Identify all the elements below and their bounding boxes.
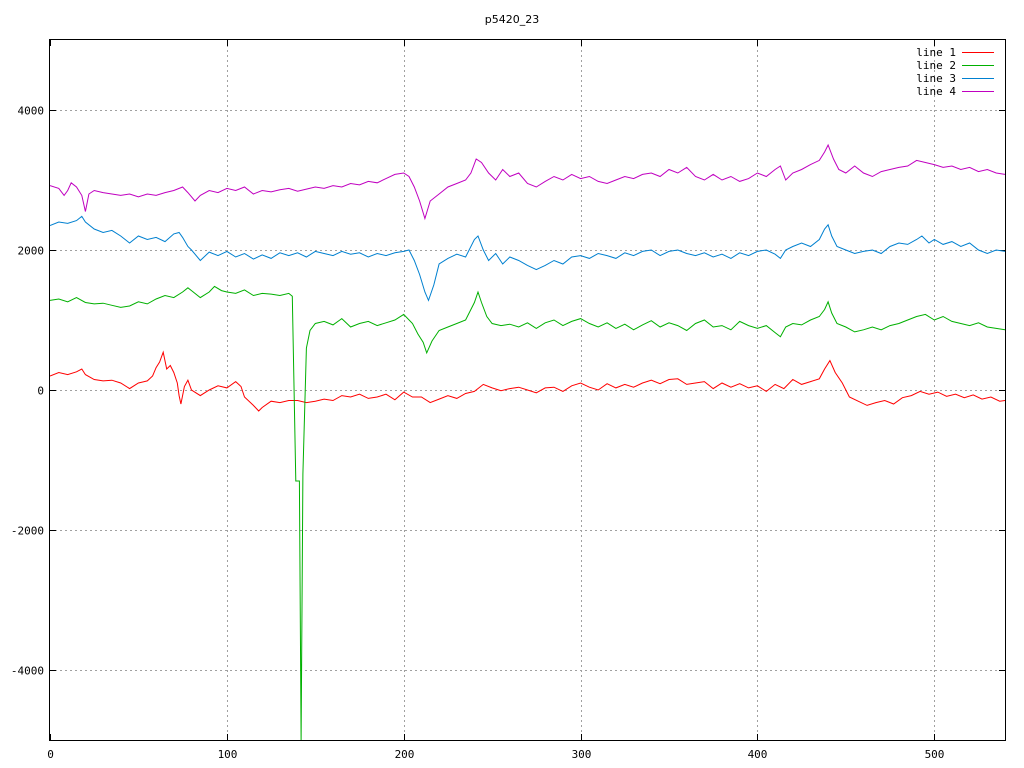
x-tick-label: 0 <box>47 748 54 761</box>
y-tick-label: -2000 <box>11 525 44 538</box>
legend-label: line 4 <box>916 85 956 98</box>
legend-label: line 2 <box>916 59 956 72</box>
chart-title: p5420_23 <box>485 13 539 26</box>
series-group <box>50 143 1005 740</box>
plot-border <box>49 39 1006 741</box>
axis-ticks: 0 100 200 300 400 500 -4000 -2000 0 2000 4000 <box>11 40 1005 761</box>
x-tick-label: 500 <box>925 748 945 761</box>
y-tick-label: 0 <box>37 385 44 398</box>
y-tick-label: 2000 <box>18 245 45 258</box>
series-line-3 <box>50 215 1005 302</box>
series-line-2 <box>50 285 1005 740</box>
series-line-1 <box>50 350 1005 412</box>
y-tick-label: -4000 <box>11 665 44 678</box>
series-line-4 <box>50 143 1005 221</box>
y-tick-label: 4000 <box>18 105 45 118</box>
x-tick-label: 100 <box>218 748 238 761</box>
legend-label: line 3 <box>916 72 956 85</box>
x-tick-label: 300 <box>572 748 592 761</box>
x-tick-label: 200 <box>395 748 415 761</box>
legend-label: line 1 <box>916 46 956 59</box>
x-tick-label: 400 <box>748 748 768 761</box>
